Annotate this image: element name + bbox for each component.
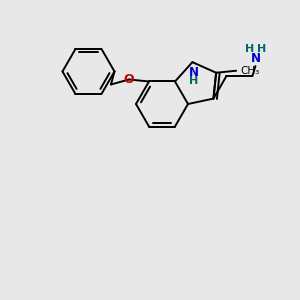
Text: N: N — [250, 52, 260, 64]
Text: N: N — [188, 66, 198, 79]
Text: H: H — [257, 44, 266, 54]
Text: H: H — [245, 44, 254, 54]
Text: O: O — [124, 73, 134, 86]
Text: CH₃: CH₃ — [240, 66, 260, 76]
Text: H: H — [189, 76, 198, 86]
